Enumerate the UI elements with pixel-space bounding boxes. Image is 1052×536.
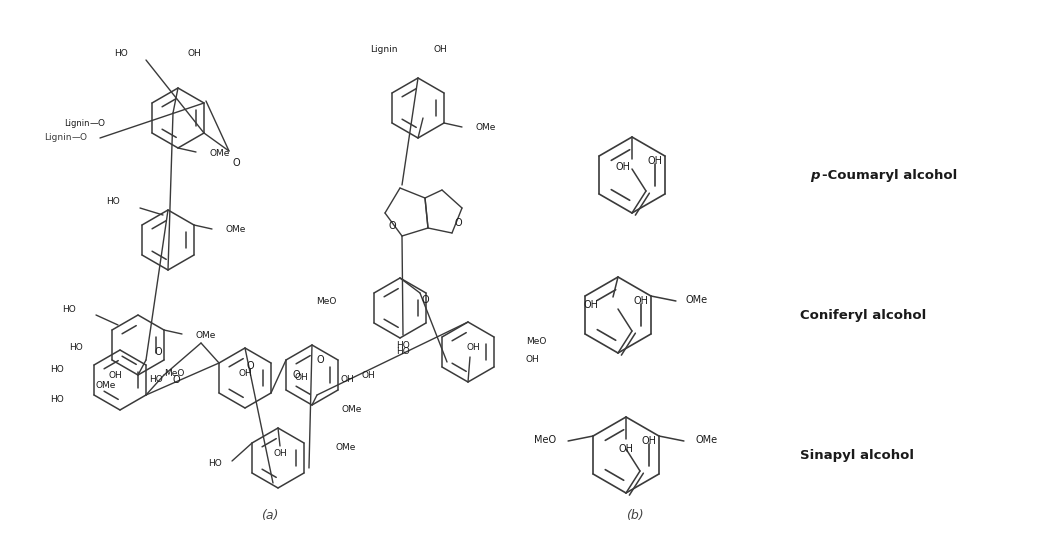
- Text: OMe: OMe: [696, 435, 719, 445]
- Text: HO: HO: [149, 376, 163, 384]
- Text: HO: HO: [397, 347, 410, 356]
- Text: OH: OH: [583, 300, 598, 310]
- Text: OMe: OMe: [226, 226, 246, 235]
- Text: HO: HO: [50, 366, 64, 375]
- Text: MeO: MeO: [526, 338, 546, 346]
- Text: OH: OH: [108, 370, 122, 379]
- Text: OH: OH: [634, 296, 649, 306]
- Text: MeO: MeO: [164, 369, 184, 377]
- Text: OMe: OMe: [476, 123, 497, 132]
- Text: (b): (b): [626, 509, 644, 522]
- Text: OH: OH: [238, 369, 251, 377]
- Text: Sinapyl alcohol: Sinapyl alcohol: [800, 449, 914, 461]
- Text: O: O: [155, 347, 162, 357]
- Text: Lignin: Lignin: [370, 46, 398, 55]
- Text: O: O: [232, 158, 240, 168]
- Text: —O: —O: [90, 118, 106, 128]
- Text: OH: OH: [361, 370, 375, 379]
- Text: -Coumaryl alcohol: -Coumaryl alcohol: [822, 168, 957, 182]
- Text: OH: OH: [642, 436, 658, 446]
- Text: OH: OH: [466, 343, 480, 352]
- Text: OMe: OMe: [342, 406, 362, 414]
- Text: OH: OH: [433, 46, 447, 55]
- Text: OH: OH: [188, 48, 202, 57]
- Text: Lignin: Lignin: [44, 133, 72, 143]
- Text: OH: OH: [648, 156, 663, 166]
- Text: Coniferyl alcohol: Coniferyl alcohol: [800, 309, 926, 322]
- Text: p: p: [810, 168, 820, 182]
- Text: HO: HO: [62, 306, 76, 315]
- Text: OH: OH: [340, 376, 353, 384]
- Text: HO: HO: [106, 197, 120, 206]
- Text: OMe: OMe: [196, 331, 217, 339]
- Text: OH: OH: [526, 354, 540, 363]
- Text: OH: OH: [295, 374, 308, 383]
- Text: HO: HO: [397, 340, 410, 349]
- Text: Lignin: Lignin: [64, 118, 90, 128]
- Text: HO: HO: [69, 343, 83, 352]
- Text: OMe: OMe: [210, 148, 230, 158]
- Text: O: O: [317, 355, 324, 365]
- Text: OMe: OMe: [96, 381, 116, 390]
- Text: MeO: MeO: [534, 435, 557, 445]
- Text: (a): (a): [261, 509, 279, 522]
- Text: O: O: [292, 370, 300, 380]
- Text: OH: OH: [274, 449, 287, 458]
- Text: OMe: OMe: [686, 295, 708, 305]
- Text: OH: OH: [615, 162, 630, 172]
- Text: O: O: [246, 361, 254, 371]
- Text: HO: HO: [208, 458, 222, 467]
- Text: O: O: [173, 375, 180, 385]
- Text: O: O: [454, 218, 462, 228]
- Text: O: O: [421, 295, 429, 305]
- Text: —O: —O: [72, 133, 88, 143]
- Text: OMe: OMe: [336, 443, 357, 452]
- Text: HO: HO: [115, 48, 128, 57]
- Text: MeO: MeO: [316, 296, 336, 306]
- Text: HO: HO: [50, 396, 64, 405]
- Text: OH: OH: [619, 444, 633, 454]
- Text: O: O: [388, 221, 396, 231]
